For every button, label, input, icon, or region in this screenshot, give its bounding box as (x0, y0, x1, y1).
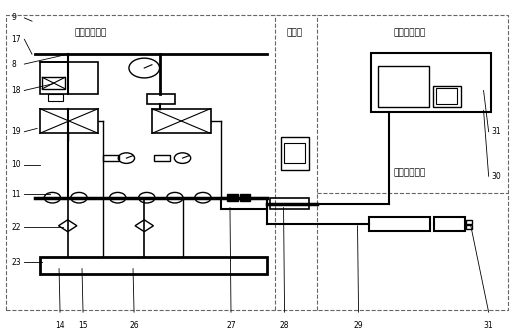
Bar (48, 94, 63, 101)
Text: 空气压缩系统: 空气压缩系统 (393, 28, 426, 37)
Bar (147, 94, 175, 104)
Text: 17: 17 (12, 35, 21, 44)
Bar (434, 217, 465, 231)
Text: 8: 8 (12, 59, 16, 68)
Text: 31: 31 (492, 127, 501, 136)
Text: 18: 18 (12, 86, 21, 95)
Bar (369, 217, 430, 231)
Text: 30: 30 (491, 172, 501, 181)
Text: 11: 11 (12, 190, 21, 199)
Text: 27: 27 (226, 321, 236, 330)
Bar (40, 109, 98, 133)
Text: 22: 22 (12, 223, 21, 232)
Bar (432, 86, 461, 107)
Bar (378, 66, 429, 107)
Text: 10: 10 (12, 160, 21, 169)
Text: 主控室: 主控室 (287, 28, 303, 37)
Bar (42, 77, 65, 89)
Bar (104, 155, 119, 161)
Text: 23: 23 (12, 258, 21, 267)
Bar (240, 194, 250, 201)
Bar (436, 88, 457, 104)
Text: 31: 31 (484, 321, 494, 330)
Text: 19: 19 (12, 127, 21, 136)
Text: 29: 29 (354, 321, 363, 330)
Bar (7, 15, 507, 310)
Text: 15: 15 (78, 321, 88, 330)
Bar (284, 143, 305, 163)
Text: 液压控制系统: 液压控制系统 (74, 28, 107, 37)
Text: 9: 9 (12, 13, 16, 22)
Bar (152, 109, 210, 133)
Bar (154, 155, 170, 161)
Text: 14: 14 (55, 321, 65, 330)
Text: 28: 28 (280, 321, 289, 330)
Bar (221, 198, 267, 209)
Text: 26: 26 (129, 321, 139, 330)
Bar (40, 257, 267, 274)
Bar (466, 220, 472, 224)
Bar (227, 194, 238, 201)
Bar (466, 225, 472, 229)
Bar (40, 62, 98, 94)
Bar (371, 52, 491, 112)
Bar (281, 137, 309, 170)
Bar (270, 198, 308, 209)
Text: 数据采集系统: 数据采集系统 (393, 168, 426, 177)
